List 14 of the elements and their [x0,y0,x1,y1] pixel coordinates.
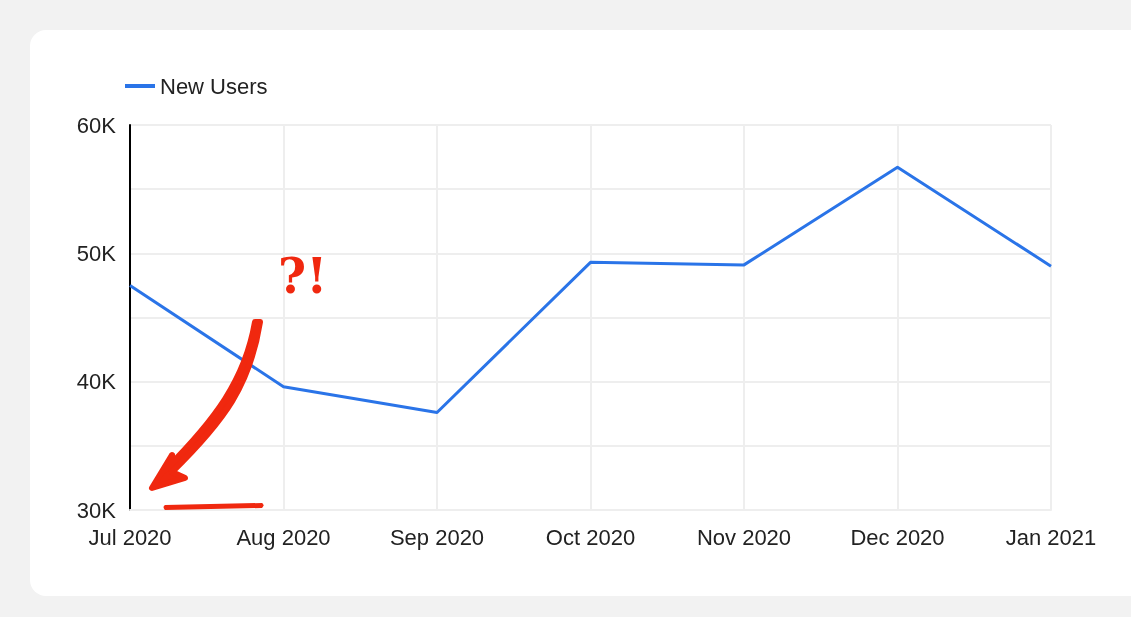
y-tick-label: 30K [76,497,117,523]
x-tick-label: Jul 2020 [88,524,172,550]
x-tick-label: Sep 2020 [389,524,485,550]
x-tick-label: Nov 2020 [696,524,792,550]
annotation: ?! [278,248,328,304]
x-tick-label: Dec 2020 [850,524,945,550]
y-tick-label: 60K [76,112,117,138]
x-tick-label: Aug 2020 [236,524,331,550]
y-tick-label: 40K [76,369,117,395]
y-tick-label: 50K [76,240,117,266]
legend-label: New Users [160,73,268,99]
x-tick-label: Jan 2021 [1005,524,1097,550]
line-series [128,165,1053,414]
x-tick-label: Oct 2020 [545,524,636,550]
